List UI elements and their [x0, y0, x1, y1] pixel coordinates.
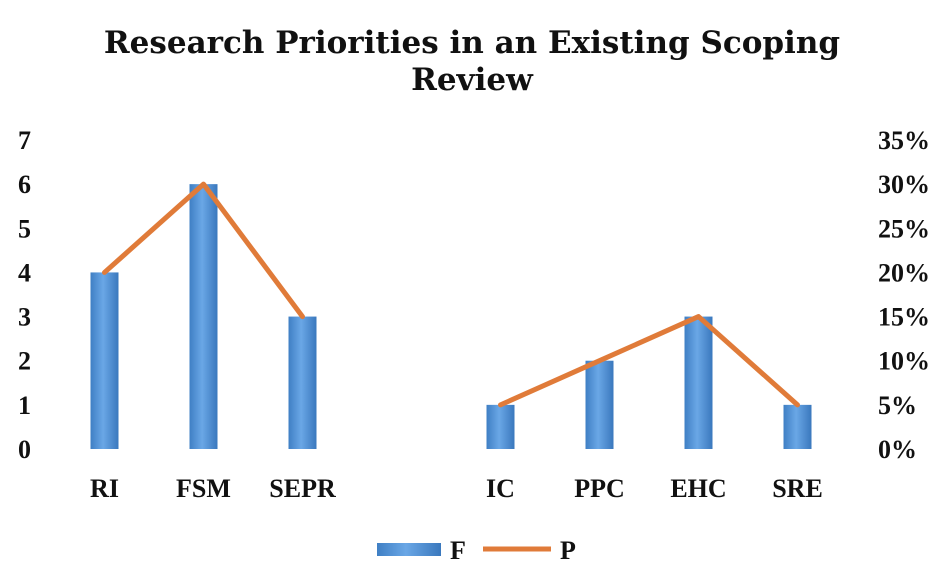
right-tick-label: 20% — [878, 258, 930, 287]
category-label-ic: IC — [486, 474, 515, 503]
line-series-p — [102, 181, 800, 408]
bar-ehc — [684, 316, 713, 449]
right-tick-label: 35% — [878, 126, 930, 155]
category-label-ppc: PPC — [574, 474, 625, 503]
bar-sepr — [288, 316, 317, 449]
category-label-fsm: FSM — [176, 474, 231, 503]
left-tick-label: 3 — [18, 303, 31, 332]
left-tick-label: 1 — [18, 391, 31, 420]
bar-series-f — [90, 184, 812, 449]
chart-title-line-2: Review — [411, 62, 534, 98]
bar-fsm — [189, 184, 218, 449]
right-tick-label: 25% — [878, 214, 930, 243]
left-axis: 0 1 2 3 4 5 6 7 — [18, 126, 31, 464]
left-tick-label: 5 — [18, 214, 31, 243]
right-tick-label: 10% — [878, 347, 930, 376]
legend-label-p: P — [560, 536, 576, 565]
left-tick-label: 2 — [18, 347, 31, 376]
category-label-ehc: EHC — [670, 474, 726, 503]
category-label-ri: RI — [90, 474, 119, 503]
left-tick-label: 7 — [18, 126, 31, 155]
right-axis: 0% 5% 10% 15% 20% 25% 30% 35% — [878, 126, 930, 464]
left-tick-label: 0 — [18, 435, 31, 464]
left-tick-label: 4 — [18, 258, 31, 287]
right-tick-label: 30% — [878, 170, 930, 199]
chart-title-line-1: Research Priorities in an Existing Scopi… — [104, 25, 840, 61]
line-segment-p — [102, 181, 305, 320]
category-axis: RI FSM SEPR IC PPC EHC SRE — [90, 474, 823, 503]
legend-swatch-f — [377, 543, 441, 556]
right-tick-label: 15% — [878, 303, 930, 332]
bar-ri — [90, 272, 119, 449]
line-segment-p — [498, 314, 800, 408]
bar-sre — [783, 404, 812, 449]
right-tick-label: 0% — [878, 435, 917, 464]
left-tick-label: 6 — [18, 170, 31, 199]
bar-ic — [486, 404, 515, 449]
category-label-sre: SRE — [772, 474, 823, 503]
bar-ppc — [585, 360, 614, 449]
category-label-sepr: SEPR — [269, 474, 336, 503]
right-tick-label: 5% — [878, 391, 917, 420]
legend-label-f: F — [450, 536, 466, 565]
